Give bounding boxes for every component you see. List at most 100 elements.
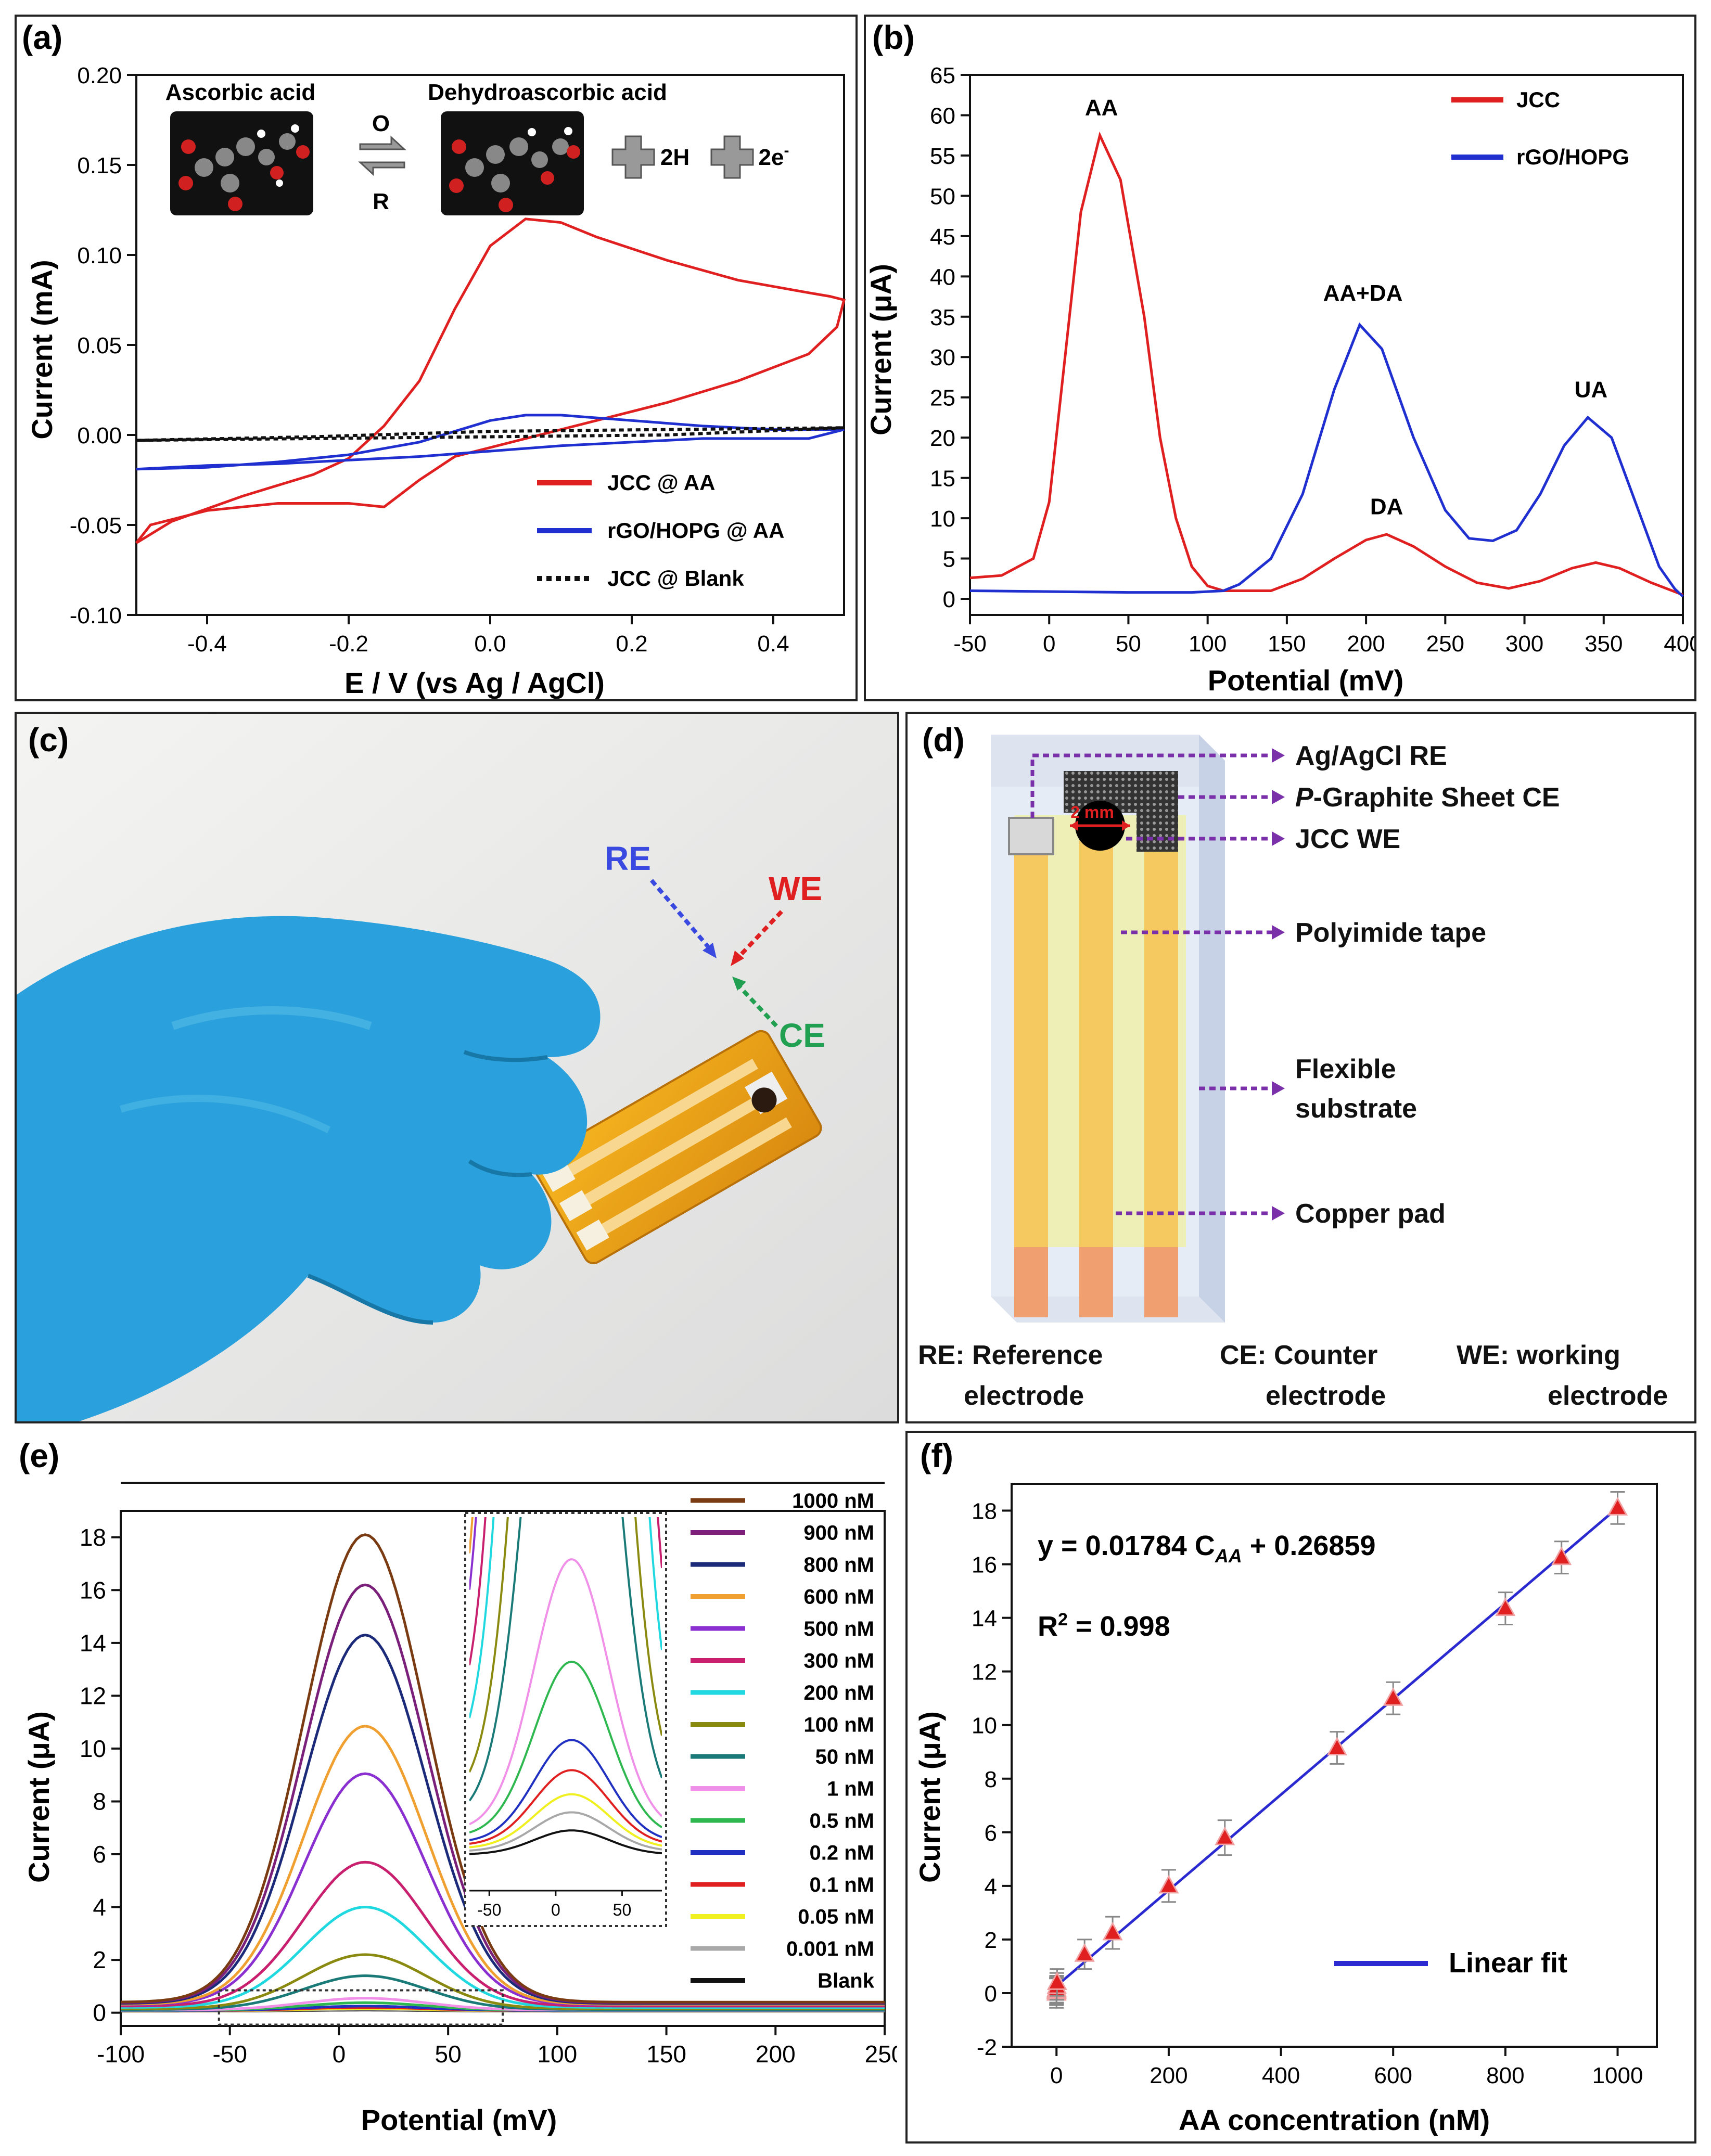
e-legend-label-10: 0.5 nM [810, 1810, 874, 1832]
e-legend-label-11: 0.2 nM [810, 1842, 874, 1865]
b-x-tick-label: 250 [1426, 631, 1464, 657]
b-y-tick-label: 45 [930, 224, 955, 250]
dehydroascorbic-acid-molecule [441, 111, 584, 215]
b-y-tick-label: 0 [943, 587, 955, 612]
annot-re: Ag/AgCl RE [1295, 741, 1447, 771]
copper-pad-3 [1144, 1247, 1178, 1317]
e-legend-label-4: 500 nM [803, 1618, 874, 1640]
annot-tape: Polyimide tape [1295, 918, 1486, 948]
photo-we-label: WE [769, 870, 822, 907]
annot-ce: P-Graphite Sheet CE [1295, 782, 1560, 813]
panel-e-label: (e) [19, 1437, 59, 1474]
reduction-arrow-icon [358, 161, 405, 176]
e-inset-series-900-nM [469, 1433, 662, 1444]
a-y-tick-label: 0.15 [77, 153, 122, 178]
mol2-label: Dehydroascorbic acid [428, 80, 667, 105]
oxidation-arrow-icon [359, 135, 406, 150]
e-inset-tick-label: 0 [551, 1901, 560, 1919]
e-x-tick-label: 250 [865, 2040, 897, 2068]
e-legend-label-15: Blank [818, 1970, 875, 1993]
legend-we-1: WE: working [1457, 1340, 1620, 1370]
f-y-tick-label: 16 [972, 1552, 997, 1578]
legend-re-2: electrode [964, 1381, 1084, 1411]
panel-d-label: (d) [922, 721, 965, 759]
legend-a-blank: JCC @ Blank [607, 566, 744, 591]
e-y-tick-label: 12 [80, 1682, 106, 1709]
e-y-tick-label: 6 [93, 1841, 106, 1868]
legend-b-jcc: JCC [1516, 87, 1560, 112]
annotation-pointers [1030, 753, 1272, 1215]
panel-e: (e) -100 -50 0 50 100 150 200 250 0 2 4 6 8 10 12 14 16 1… [15, 1431, 904, 2144]
b-y-tick-label: 15 [930, 466, 955, 492]
mol1-label: Ascorbic acid [165, 80, 316, 105]
f-y-tick-label: 0 [985, 1981, 997, 2007]
e-y-tick-label: 16 [80, 1576, 106, 1603]
e-inset-series-800-nM [469, 1433, 662, 1488]
b-series-1 [969, 322, 1684, 598]
b-y-tick-label: 20 [930, 426, 955, 451]
b-y-tick-label: 30 [930, 345, 955, 370]
ce-pointer-icon [736, 983, 778, 1028]
legend-ce-1: CE: Counter [1220, 1340, 1377, 1370]
we-arrowhead-icon [731, 951, 744, 966]
b-y-tick-label: 35 [930, 305, 955, 330]
f-y-tick-label: 10 [972, 1713, 997, 1739]
e-y-tick-label: 2 [93, 1946, 106, 1973]
chart-b: (b) -50 0 50 100 150 200 250 300 350 400 0 5 10 15 20 2… [864, 19, 1702, 697]
f-data-point [1102, 1921, 1123, 1941]
b-y-tick-label: 65 [930, 63, 955, 88]
e-legend-label-5: 300 nM [803, 1650, 874, 1673]
b-y-tick-label: 5 [943, 547, 955, 572]
a-series-0 [135, 217, 846, 544]
ce-track [1144, 839, 1178, 1247]
f-data-point [1383, 1687, 1403, 1706]
b-y-axis-label: Current (μA) [866, 264, 897, 435]
b-x-tick-label: 200 [1347, 631, 1385, 657]
re-track [1014, 839, 1048, 1247]
e-legend-label-12: 0.1 nM [810, 1873, 874, 1896]
a-series-1 [136, 414, 845, 471]
panel-f-label: (f) [920, 1437, 953, 1474]
b-y-tick-label: 25 [930, 386, 955, 411]
f-y-tick-label: 8 [985, 1767, 997, 1792]
annot-we: JCC WE [1295, 824, 1400, 854]
reaction-scheme: Ascorbic acid O R Dehydroascorbic acid [165, 80, 789, 215]
legend-a-jcc: JCC @ AA [607, 470, 715, 495]
b-y-tick-label: 40 [930, 264, 955, 290]
e-y-tick-label: 18 [80, 1524, 106, 1551]
e-plot-frame [120, 1510, 886, 2027]
chart-a: (a) -0.4 -0.2 0.0 0.2 0.4 -0.10 -0.05 0.00 0.05 0… [22, 19, 846, 699]
f-data-point [1046, 1971, 1067, 1990]
re-arrowhead-icon [703, 943, 717, 958]
panel-c: (c) RE WE CE [15, 712, 899, 1423]
a-x-tick-label: -0.4 [187, 631, 227, 657]
e-x-tick-label: 100 [537, 2040, 577, 2068]
chart-f: (f) 0 200 400 600 800 1000 -2 0 2 4 6 8 10 12 14 16 18 y… [913, 1437, 1658, 2136]
e-inset-tick-label: 50 [613, 1901, 632, 1919]
b-y-tick-label: 60 [930, 103, 955, 129]
annot-substrate-1: Flexible [1295, 1054, 1396, 1084]
legend-b: JCC rGO/HOPG [1451, 87, 1629, 169]
ce-arrowhead-icon [732, 977, 746, 991]
e-legend-label-0: 1000 nM [792, 1490, 874, 1512]
e-legend-label-9: 1 nM [827, 1778, 874, 1801]
plus-icon-2 [710, 135, 754, 179]
b-peak-label-0: AA [1085, 95, 1118, 120]
a-x-tick-label: 0.2 [616, 631, 647, 657]
e-y-tick-label: 4 [93, 1894, 106, 1921]
e-legend-label-3: 600 nM [803, 1586, 874, 1609]
e-inset-tick-label: -50 [477, 1901, 501, 1919]
e-inset-series-Blank [469, 1829, 662, 1855]
ascorbic-atoms [178, 124, 310, 211]
dehydroascorbic-atoms [449, 127, 580, 212]
f-data-point [1326, 1737, 1347, 1756]
b-y-tick-label: 55 [930, 144, 955, 169]
a-y-tick-label: 0.10 [77, 243, 122, 268]
a-x-axis-label: E / V (vs Ag / AgCl) [344, 666, 605, 699]
e-legend-label-2: 800 nM [803, 1554, 874, 1576]
e-x-tick-label: -100 [97, 2040, 145, 2068]
b-peak-label-3: UA [1575, 377, 1608, 403]
copper-pad-2 [1079, 1247, 1113, 1317]
e-inset-series-1-nM [469, 1558, 662, 1826]
photo-ce-label: CE [779, 1017, 825, 1054]
